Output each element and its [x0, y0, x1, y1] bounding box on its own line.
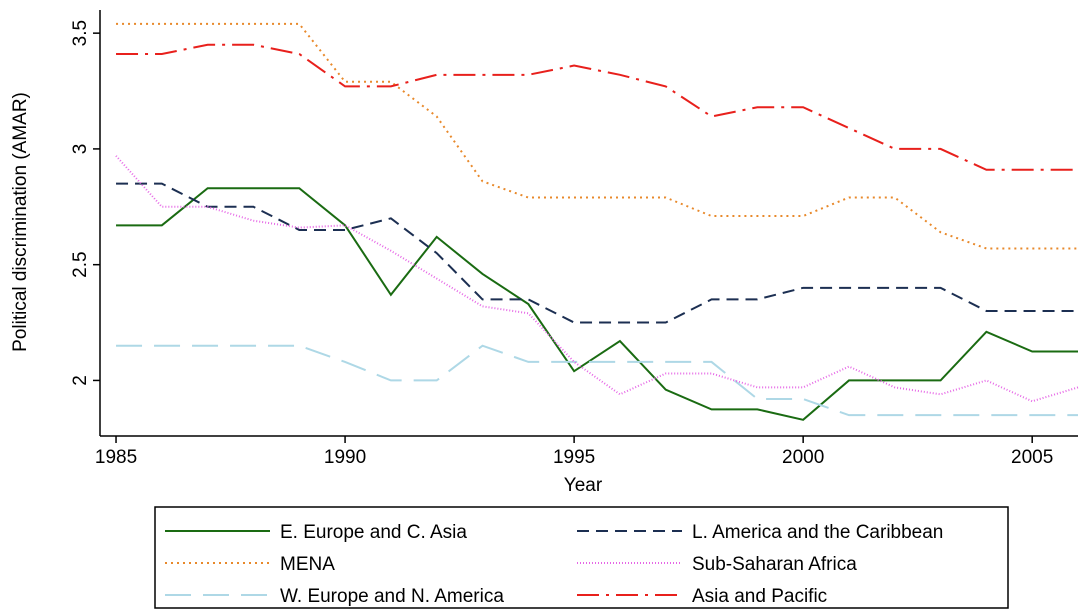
legend-label: E. Europe and C. Asia [280, 522, 467, 543]
series-line [115, 155, 1079, 403]
legend-label: L. America and the Caribbean [692, 522, 943, 543]
series-line [116, 22, 1078, 250]
legend-box [154, 506, 1009, 609]
x-axis-title: Year [564, 475, 603, 496]
legend-label: Sub-Saharan Africa [692, 554, 857, 575]
y-tick-label: 3.5 [70, 20, 91, 46]
series-line [116, 344, 1078, 417]
legend-label: W. Europe and N. America [280, 586, 504, 607]
legend-label: MENA [280, 554, 335, 575]
series-line [116, 182, 1078, 324]
series-line [116, 43, 1078, 171]
x-tick-label: 2005 [1011, 447, 1053, 468]
y-tick-label: 3 [70, 144, 91, 155]
x-tick-label: 1995 [553, 447, 595, 468]
y-tick-label: 2 [70, 375, 91, 386]
y-axis-title: Political discrimination (AMAR) [10, 92, 31, 352]
y-tick-label: 2.5 [70, 251, 91, 277]
x-tick-label: 2000 [782, 447, 824, 468]
x-tick-label: 1985 [95, 447, 137, 468]
legend-label: Asia and Pacific [692, 586, 827, 607]
series-line [116, 187, 1078, 421]
x-tick-label: 1990 [324, 447, 366, 468]
